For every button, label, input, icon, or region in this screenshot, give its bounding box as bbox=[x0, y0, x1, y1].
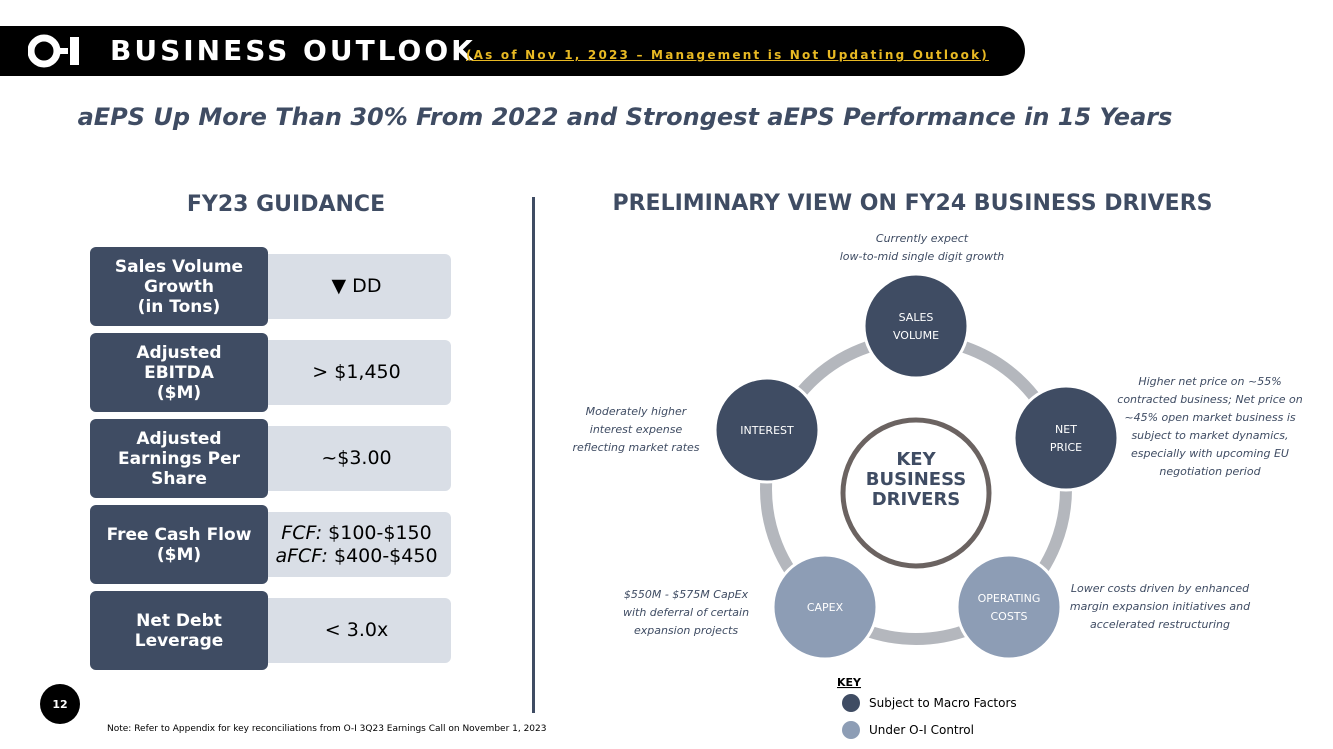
footnote: Note: Refer to Appendix for key reconcil… bbox=[107, 724, 547, 734]
guidance-label: Sales Volume Growth (in Tons) bbox=[90, 247, 268, 326]
driver-label: COSTS bbox=[990, 610, 1027, 623]
driver-node bbox=[1012, 384, 1120, 492]
driver-note: accelerated restructuring bbox=[1090, 618, 1230, 631]
driver-note: ~45% open market business is bbox=[1124, 411, 1296, 424]
driver-note: margin expansion initiatives and bbox=[1070, 600, 1251, 613]
page-number: 12 bbox=[52, 698, 67, 711]
value-text: $100-$150 bbox=[322, 521, 432, 544]
divider bbox=[532, 197, 535, 713]
value-prefix: aFCF: bbox=[275, 544, 328, 567]
driver-note: Currently expect bbox=[876, 232, 969, 245]
driver-node bbox=[955, 553, 1063, 661]
value-text: > $1,450 bbox=[312, 361, 401, 383]
guidance-value: ▼ DD bbox=[262, 254, 451, 319]
driver-note: expansion projects bbox=[634, 624, 738, 637]
drivers-title: PRELIMINARY VIEW ON FY24 BUSINESS DRIVER… bbox=[612, 191, 1213, 216]
guidance-label: Adjusted Earnings Per Share bbox=[90, 419, 268, 498]
center-label: KEY bbox=[896, 449, 936, 470]
value-text: ▼ DD bbox=[331, 275, 382, 297]
driver-note: Moderately higher bbox=[586, 405, 688, 418]
value-line: ▼ DD bbox=[332, 275, 382, 298]
driver-label: VOLUME bbox=[893, 329, 939, 342]
driver-node bbox=[862, 272, 970, 380]
header-bar bbox=[0, 26, 1025, 76]
value-text: $400-$450 bbox=[327, 544, 438, 567]
value-line: < 3.0x bbox=[325, 619, 388, 642]
driver-note: subject to market dynamics, bbox=[1131, 429, 1288, 442]
driver-label: PRICE bbox=[1050, 441, 1082, 454]
value-line: aFCF: $400-$450 bbox=[275, 545, 437, 568]
guidance-title: FY23 GUIDANCE bbox=[186, 192, 386, 217]
value-line: FCF: $100-$150 bbox=[281, 522, 431, 545]
driver-note: reflecting market rates bbox=[572, 441, 699, 454]
value-line: > $1,450 bbox=[312, 361, 400, 384]
driver-note: contracted business; Net price on bbox=[1117, 393, 1302, 406]
page-number-badge: 12 bbox=[40, 684, 80, 724]
guidance-value: < 3.0x bbox=[262, 598, 451, 663]
driver-note: $550M - $575M CapEx bbox=[624, 588, 749, 601]
label-line: Leverage bbox=[134, 630, 224, 651]
driver-note: Higher net price on ~55% bbox=[1138, 375, 1281, 388]
center-label: DRIVERS bbox=[872, 489, 961, 510]
label-line: ($M) bbox=[156, 382, 202, 403]
value-text: ~$3.00 bbox=[321, 447, 392, 469]
driver-note: with deferral of certain bbox=[623, 606, 749, 619]
header-subtitle: (As of Nov 1, 2023 – Management is Not U… bbox=[466, 48, 989, 62]
driver-label: CAPEX bbox=[807, 601, 844, 614]
key-title: KEY bbox=[837, 676, 862, 689]
value-text: < 3.0x bbox=[324, 619, 389, 641]
driver-note: interest expense bbox=[590, 423, 683, 436]
value-prefix: FCF: bbox=[281, 521, 323, 544]
key-item: Under O-I Control bbox=[869, 723, 974, 737]
driver-label: INTEREST bbox=[740, 424, 794, 437]
label-line: Net Debt bbox=[136, 610, 222, 631]
label-line: Growth bbox=[144, 276, 214, 297]
guidance-label: Free Cash Flow ($M) bbox=[90, 505, 268, 584]
driver-label: OPERATING bbox=[978, 592, 1041, 605]
label-line: Share bbox=[151, 468, 207, 489]
logo bbox=[28, 34, 79, 68]
driver-note: Lower costs driven by enhanced bbox=[1071, 582, 1250, 595]
driver-label: NET bbox=[1055, 423, 1077, 436]
driver-node bbox=[771, 553, 879, 661]
label-line: Earnings Per bbox=[117, 448, 241, 469]
guidance-value: > $1,450 bbox=[262, 340, 451, 405]
center-label: BUSINESS bbox=[866, 469, 966, 490]
driver-note: negotiation period bbox=[1159, 465, 1261, 478]
label-line: (in Tons) bbox=[137, 296, 221, 317]
guidance-value: ~$3.00 bbox=[262, 426, 451, 491]
center-circle bbox=[840, 417, 992, 569]
driver-label: SALES bbox=[899, 311, 934, 324]
headline: aEPS Up More Than 30% From 2022 and Stro… bbox=[77, 103, 1173, 131]
label-line: EBITDA bbox=[144, 362, 214, 383]
key-swatch bbox=[842, 694, 860, 712]
key-swatch bbox=[842, 721, 860, 739]
header-title: BUSINESS OUTLOOK bbox=[110, 34, 476, 67]
driver-note: low-to-mid single digit growth bbox=[840, 250, 1005, 263]
key-item: Subject to Macro Factors bbox=[869, 696, 1017, 710]
label-line: Adjusted bbox=[136, 428, 222, 449]
label-line: ($M) bbox=[156, 544, 202, 565]
driver-note: especially with upcoming EU bbox=[1131, 447, 1289, 460]
label-line: Free Cash Flow bbox=[106, 524, 252, 545]
label-line: Sales Volume bbox=[114, 256, 244, 277]
guidance-label: Adjusted EBITDA ($M) bbox=[90, 333, 268, 412]
guidance-value: FCF: $100-$150 aFCF: $400-$450 bbox=[262, 512, 451, 577]
value-line: ~$3.00 bbox=[321, 447, 391, 470]
driver-node bbox=[713, 376, 821, 484]
guidance-label: Net Debt Leverage bbox=[90, 591, 268, 670]
label-line: Adjusted bbox=[136, 342, 222, 363]
